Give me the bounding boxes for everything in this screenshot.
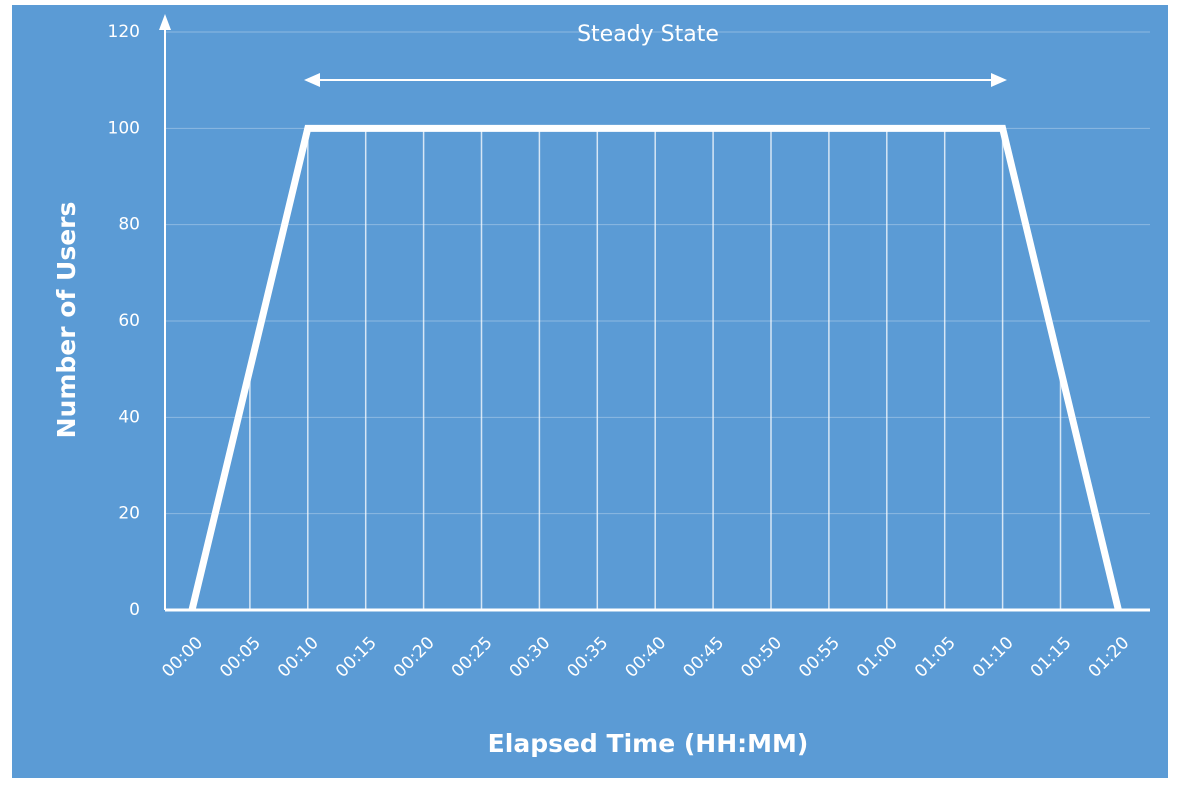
y-axis-arrow: [159, 14, 171, 30]
y-tick-label: 80: [118, 215, 140, 235]
y-tick-label: 0: [129, 600, 140, 620]
y-axis-title: Number of Users: [52, 202, 81, 439]
annotation: Steady State: [577, 22, 719, 47]
annotation-bg: [550, 18, 740, 52]
background: [12, 5, 1168, 778]
data-line: [188, 124, 1122, 611]
y-tick-label: 120: [108, 22, 140, 42]
y-tick-label: 40: [118, 407, 140, 427]
y-tick-label: 100: [108, 118, 140, 138]
y-tick-label: 60: [118, 311, 140, 331]
y-tick-label: 20: [118, 504, 140, 524]
arrow-head: [991, 73, 1007, 87]
arrow-head: [304, 73, 320, 87]
x-axis-title: Elapsed Time (HH:MM): [488, 729, 809, 758]
